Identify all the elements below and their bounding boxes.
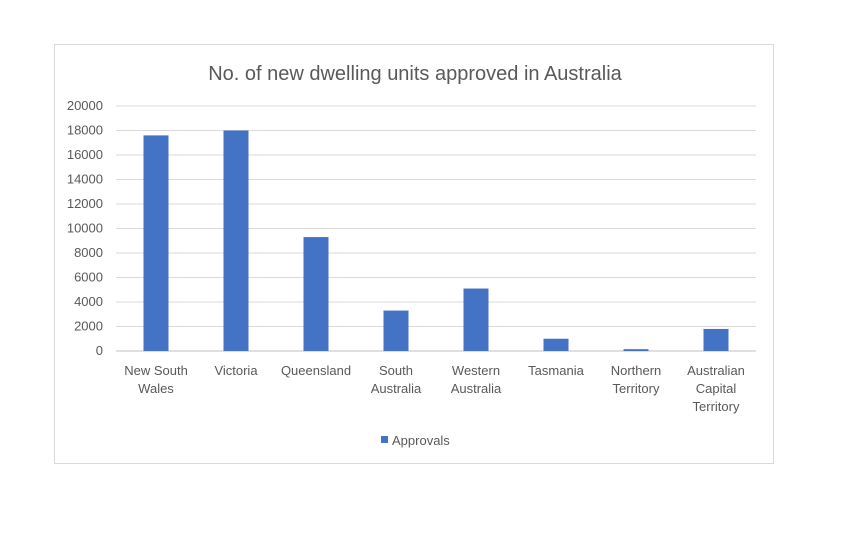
legend-swatch [381,436,388,443]
y-axis-ticks: 0 2000 4000 6000 8000 10000 12000 14000 16000 180… [67,98,103,358]
bar-chart: No. of new dwelling units approved in Au… [67,63,756,448]
bar [303,237,329,351]
x-tick-label-line: Australia [371,381,422,396]
x-tick-label: Tasmania [528,363,584,378]
y-tick-label: 20000 [67,98,103,113]
legend: Approvals [381,433,450,448]
bar [543,338,569,351]
x-tick-label: Western Australia [451,363,502,396]
bars [143,130,729,351]
x-axis-labels: New South Wales Victoria Queensland South Aus… [124,363,745,414]
y-tick-label: 0 [96,343,103,358]
bar [143,135,169,351]
x-tick-label-line: Queensland [281,363,351,378]
x-tick-label-line: Territory [613,381,660,396]
x-tick-label: New South Wales [124,363,188,396]
bar [383,310,409,351]
x-tick-label-line: New South [124,363,188,378]
y-tick-label: 2000 [74,319,103,334]
y-tick-label: 14000 [67,172,103,187]
x-tick-label: Queensland [281,363,351,378]
x-tick-label-line: South [379,363,413,378]
bar [623,349,649,351]
bar [223,130,249,351]
x-tick-label-line: Territory [693,399,740,414]
gridlines [116,105,756,352]
y-tick-label: 6000 [74,270,103,285]
y-tick-label: 12000 [67,196,103,211]
x-tick-label-line: Tasmania [528,363,584,378]
y-tick-label: 18000 [67,123,103,138]
x-tick-label: South Australia [371,363,422,396]
x-tick-label-line: Australia [451,381,502,396]
chart-title: No. of new dwelling units approved in Au… [208,63,622,85]
y-tick-label: 4000 [74,294,103,309]
x-tick-label: Australian Capital Territory [687,363,745,414]
y-tick-label: 10000 [67,221,103,236]
x-tick-label: Victoria [214,363,258,378]
x-tick-label-line: Capital [696,381,737,396]
chart-frame: No. of new dwelling units approved in Au… [54,44,774,464]
x-tick-label-line: Western [452,363,500,378]
y-tick-label: 16000 [67,147,103,162]
x-tick-label-line: Northern [611,363,662,378]
legend-label: Approvals [392,433,450,448]
y-tick-label: 8000 [74,245,103,260]
bar [463,288,489,351]
x-tick-label-line: Victoria [214,363,258,378]
x-tick-label-line: Wales [138,381,174,396]
x-tick-label-line: Australian [687,363,745,378]
bar [703,328,729,351]
x-tick-label: Northern Territory [611,363,662,396]
